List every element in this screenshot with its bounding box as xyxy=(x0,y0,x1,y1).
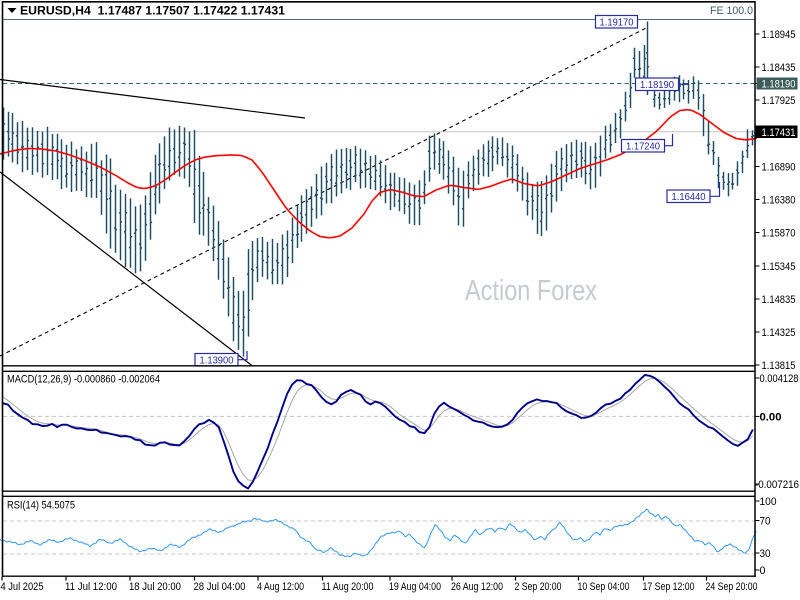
svg-text:1.17431: 1.17431 xyxy=(762,127,796,139)
svg-text:11 Jul 12:00: 11 Jul 12:00 xyxy=(65,581,117,593)
svg-text:28 Jul 04:00: 28 Jul 04:00 xyxy=(194,581,246,593)
svg-text:1.14835: 1.14835 xyxy=(762,294,796,306)
svg-text:1.13900: 1.13900 xyxy=(200,356,234,367)
svg-text:2 Sep 20:00: 2 Sep 20:00 xyxy=(515,581,562,593)
svg-text:0.004128: 0.004128 xyxy=(760,373,799,385)
svg-text:0: 0 xyxy=(760,565,766,577)
svg-text:1.16890: 1.16890 xyxy=(762,162,796,174)
svg-text:1.15870: 1.15870 xyxy=(762,228,796,240)
svg-text:70: 70 xyxy=(760,516,771,528)
svg-text:1.19170: 1.19170 xyxy=(600,18,634,29)
svg-text:30: 30 xyxy=(760,548,771,560)
svg-text:1.14325: 1.14325 xyxy=(762,327,796,339)
svg-text:1.13815: 1.13815 xyxy=(762,360,796,372)
svg-text:19 Aug 04:00: 19 Aug 04:00 xyxy=(389,581,441,593)
svg-text:1.18190: 1.18190 xyxy=(640,80,674,91)
svg-text:MACD(12,26,9) -0.000860 -0.002: MACD(12,26,9) -0.000860 -0.002064 xyxy=(7,374,160,386)
svg-text:1.17925: 1.17925 xyxy=(762,95,796,107)
svg-text:1.18435: 1.18435 xyxy=(762,62,796,74)
svg-text:0.00: 0.00 xyxy=(760,411,782,423)
svg-text:18 Jul 20:00: 18 Jul 20:00 xyxy=(129,581,181,593)
svg-text:FE 100.0: FE 100.0 xyxy=(710,5,753,17)
svg-text:11 Aug 20:00: 11 Aug 20:00 xyxy=(322,581,374,593)
svg-text:10 Sep 04:00: 10 Sep 04:00 xyxy=(578,581,630,593)
svg-text:Action Forex: Action Forex xyxy=(465,275,597,307)
svg-text:4 Jul 2025: 4 Jul 2025 xyxy=(1,581,44,593)
svg-text:17 Sep 12:00: 17 Sep 12:00 xyxy=(643,581,695,593)
svg-text:1.18945: 1.18945 xyxy=(762,29,796,41)
svg-text:24 Sep 20:00: 24 Sep 20:00 xyxy=(706,581,758,593)
svg-text:1.17240: 1.17240 xyxy=(626,142,660,153)
svg-text:EURUSD,H4 1.17487 1.17507 1.1: EURUSD,H4 1.17487 1.17507 1.17422 1.1743… xyxy=(20,5,286,18)
svg-text:1.15345: 1.15345 xyxy=(762,261,796,273)
svg-text:100: 100 xyxy=(760,496,777,508)
svg-text:1.18190: 1.18190 xyxy=(762,79,796,91)
svg-text:1.16380: 1.16380 xyxy=(762,195,796,207)
svg-text:4 Aug 12:00: 4 Aug 12:00 xyxy=(257,581,304,593)
svg-text:1.16440: 1.16440 xyxy=(672,192,706,203)
svg-text:-0.007216: -0.007216 xyxy=(755,479,799,491)
svg-text:RSI(14) 54.5075: RSI(14) 54.5075 xyxy=(7,500,75,512)
svg-text:26 Aug 12:00: 26 Aug 12:00 xyxy=(451,581,503,593)
